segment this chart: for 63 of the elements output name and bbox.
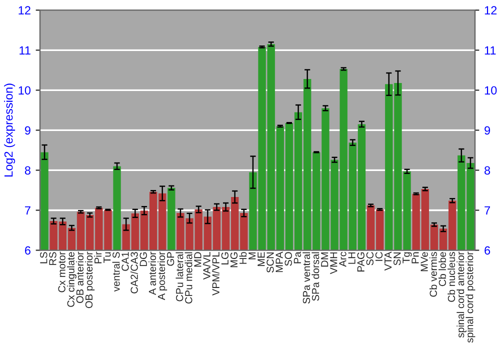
x-tick-label: spinal cord posterior <box>466 252 476 343</box>
x-tick-label: RS <box>49 252 56 265</box>
x-tick-label: OB anterior <box>76 252 84 303</box>
x-tick-label: MVe <box>420 252 428 272</box>
y2-tick-label: 8 <box>484 166 490 175</box>
x-tick-label: ME <box>258 252 265 266</box>
y-tick-label: 9 <box>24 126 30 135</box>
x-tick-label: Pn <box>412 252 419 264</box>
y2-tick-label: 6 <box>484 246 490 255</box>
x-tick-label: SC <box>366 252 374 266</box>
y2-tick-label: 10 <box>484 86 497 95</box>
x-tick-label: MPA <box>276 252 283 272</box>
x-tick-label: Pa <box>294 252 302 264</box>
x-tick-label: Arc <box>339 252 346 267</box>
x-tick-label: A anterior <box>148 252 156 296</box>
x-tick-label: Cb vermis <box>429 252 437 297</box>
x-tick-label: LS <box>40 252 48 264</box>
y-tick-label: 6 <box>25 246 30 255</box>
y-tick-label: 10 <box>18 86 31 95</box>
x-tick-label: Cx motor <box>58 252 66 292</box>
y-tick-label: 7 <box>25 206 30 215</box>
x-tick-label: CPu lateral <box>176 252 184 302</box>
x-tick-label: SPa ventral <box>302 252 310 304</box>
x-tick-label: Cb lobe <box>438 252 446 286</box>
x-tick-label: PAG <box>357 252 364 272</box>
x-tick-label: M <box>248 252 256 260</box>
x-tick-label: LH <box>348 252 356 264</box>
x-tick-label: VA/VL <box>202 252 210 280</box>
y2-tick-label: 7 <box>484 206 490 215</box>
x-tick-label: DG <box>140 252 147 266</box>
x-tick-label: GP <box>166 252 174 266</box>
y2-tick-label: 11 <box>484 46 496 54</box>
y-tick-label: 12 <box>18 6 30 14</box>
x-tick-label: MG <box>230 252 238 268</box>
x-tick-label: Tg <box>402 252 412 264</box>
x-tick-label: Tu <box>104 252 111 263</box>
x-tick-label: IC <box>375 252 383 261</box>
x-tick-label: Cx cingulate <box>66 252 76 307</box>
x-tick-label: LG <box>221 252 229 264</box>
x-tick-label: spinal cord anterior <box>456 252 466 338</box>
x-tick-label: DM <box>321 252 328 267</box>
x-tick-label: ventral S <box>112 252 120 292</box>
y2-tick-label: 9 <box>484 126 490 135</box>
x-tick-label: CPu medial <box>184 252 192 304</box>
x-tick-label: VTA <box>384 252 392 271</box>
x-tick-label: A posterior <box>158 252 168 300</box>
x-tick-label: OB posterior <box>85 252 95 308</box>
x-tick-label: CA2/CA3 <box>130 252 138 294</box>
x-tick-label: SPa dorsal <box>312 252 320 301</box>
x-tick-label: SCN <box>266 252 274 273</box>
x-tick-label: MD <box>194 252 202 267</box>
x-tick-label: VMH <box>330 252 338 274</box>
x-tick-label: Cb nucleus <box>448 252 456 302</box>
x-tick-label: SO <box>284 252 292 266</box>
y2-tick-label: 12 <box>484 6 497 14</box>
x-tick-label: Hb <box>239 252 247 264</box>
x-tick-label: Pir <box>94 252 102 264</box>
y-tick-label: 8 <box>24 166 30 175</box>
x-tick-label: CA1 <box>122 252 129 271</box>
x-tick-label: VPM/VPL <box>212 252 220 296</box>
x-tick-label: SN <box>394 252 401 266</box>
y-tick-label: 11 <box>20 46 30 54</box>
y-axis-title: Log2 (expression) <box>4 84 16 176</box>
